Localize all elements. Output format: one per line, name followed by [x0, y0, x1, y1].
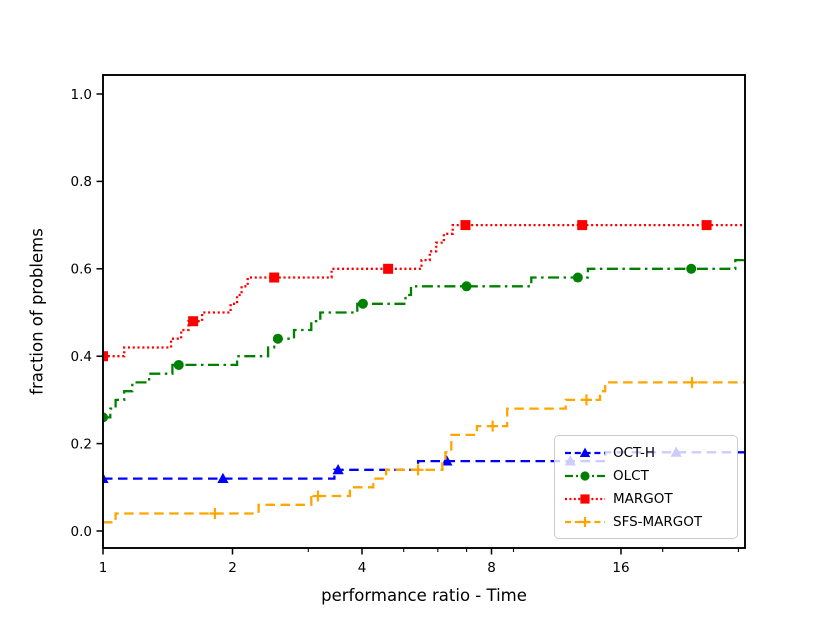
sfs-margot-line-sample-icon [565, 517, 605, 528]
legend-item-margot: MARGOT [564, 488, 729, 511]
y-axis-label: fraction of problems [27, 228, 47, 395]
svg-text:1: 1 [99, 560, 108, 576]
legend-label: MARGOT [613, 491, 673, 508]
svg-text:0.4: 0.4 [71, 349, 92, 365]
svg-text:2: 2 [228, 560, 237, 576]
svg-text:4: 4 [358, 560, 367, 576]
x-axis-label: performance ratio - Time [321, 586, 527, 605]
svg-text:1.0: 1.0 [71, 87, 92, 103]
legend-label: OCT-H [613, 444, 656, 461]
svg-text:0.0: 0.0 [71, 524, 92, 540]
oct-h-line-sample-icon [565, 447, 605, 457]
legend-label: SFS-MARGOT [613, 514, 703, 531]
legend-item-olct: OLCT [564, 464, 729, 487]
svg-text:8: 8 [487, 560, 496, 576]
margot-line-sample-icon [565, 494, 605, 504]
svg-text:0.2: 0.2 [71, 436, 92, 452]
svg-text:0.6: 0.6 [71, 262, 92, 278]
legend-item-oct-h: OCT-H [564, 441, 729, 464]
legend-item-sfs-margot: SFS-MARGOT [564, 511, 729, 534]
svg-text:16: 16 [612, 560, 629, 576]
legend: OCT-H OLCT MARGOT SFS-MARGOT [554, 435, 738, 539]
svg-text:0.8: 0.8 [71, 174, 92, 190]
olct-line-sample-icon [565, 471, 605, 481]
legend-label: OLCT [613, 467, 649, 484]
